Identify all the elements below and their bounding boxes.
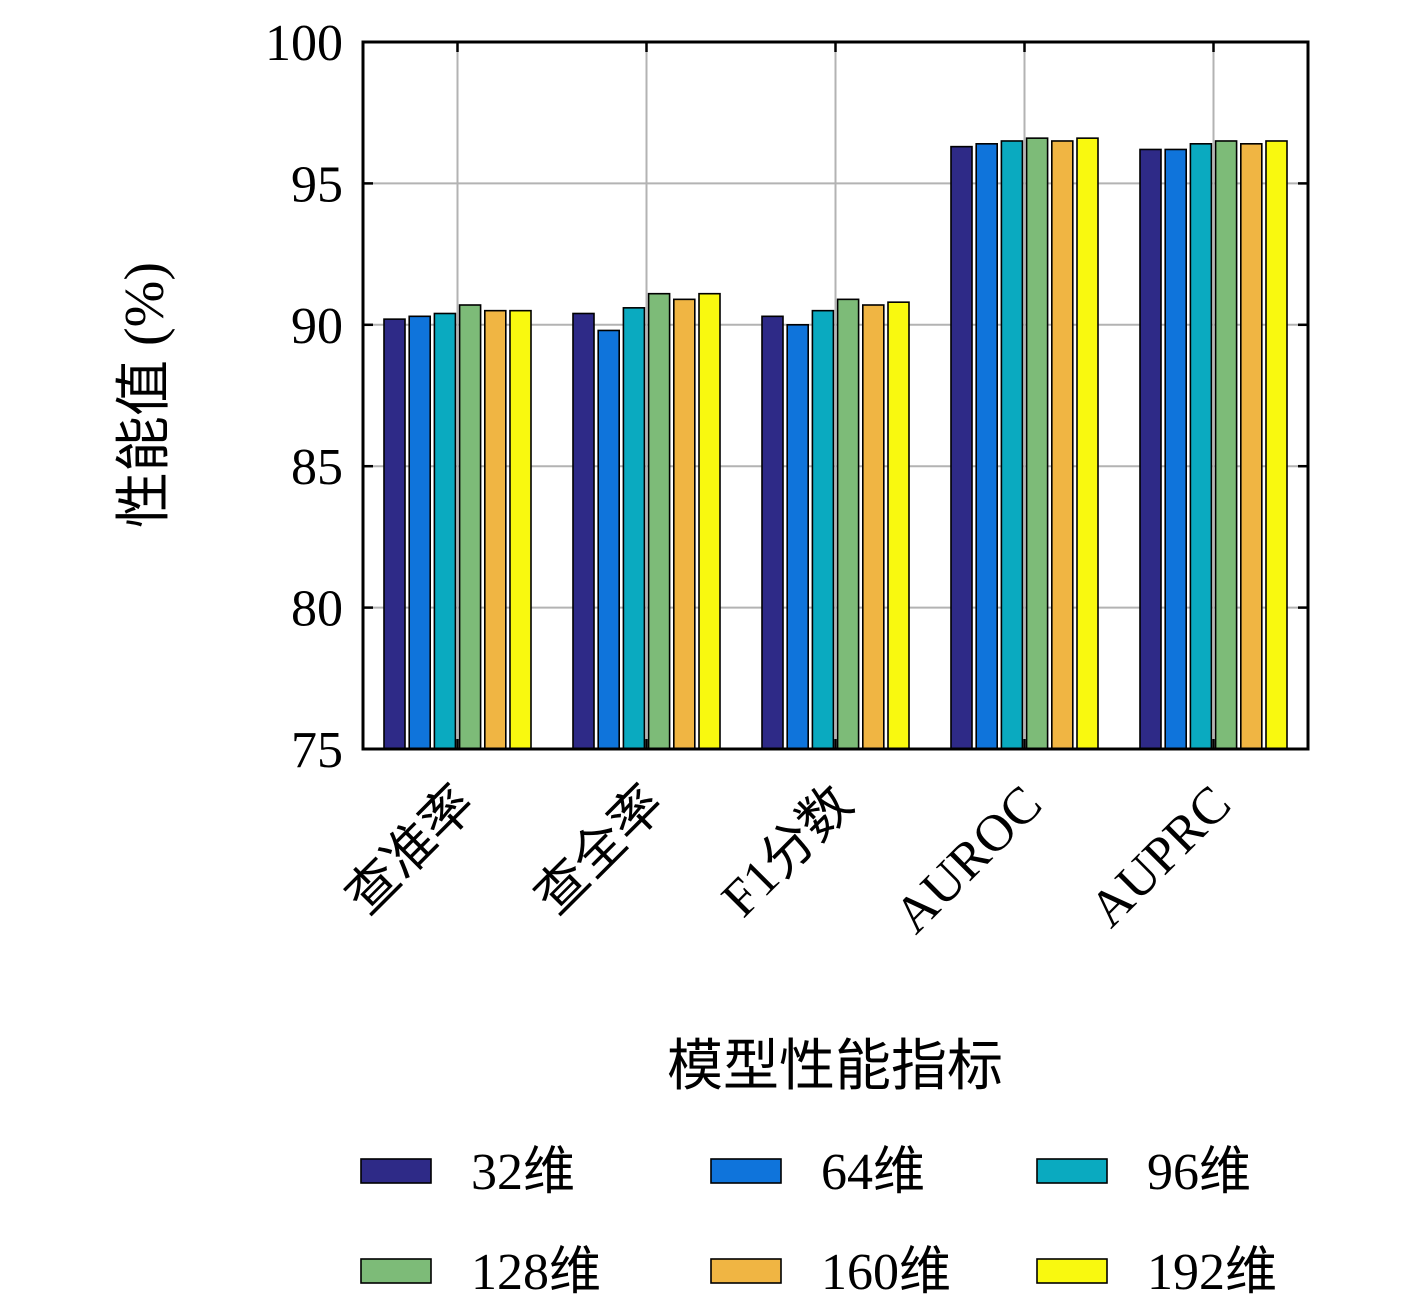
bar <box>836 298 860 750</box>
legend-swatch <box>1036 1158 1108 1184</box>
y-tick-label: 90 <box>291 298 343 355</box>
bar <box>1164 148 1187 750</box>
bar <box>622 307 646 750</box>
bar <box>433 312 457 750</box>
legend-label: 32维 <box>471 1144 575 1201</box>
legend-label: 160维 <box>821 1244 951 1301</box>
legend-label: 192维 <box>1147 1244 1277 1301</box>
legend-swatch <box>710 1158 782 1184</box>
bar <box>647 292 671 750</box>
bar <box>1214 140 1238 750</box>
bar <box>483 309 507 750</box>
legend-label: 128维 <box>471 1244 601 1301</box>
bar <box>672 298 696 750</box>
x-tick-label: 查准率 <box>335 775 486 926</box>
y-tick-label: 85 <box>291 439 343 496</box>
bar <box>1051 140 1074 750</box>
bar <box>1076 137 1099 750</box>
x-tick-label: F1分数 <box>711 775 864 928</box>
bar <box>572 312 595 750</box>
y-tick-label: 75 <box>291 722 343 779</box>
bar <box>1000 140 1024 750</box>
legend-label: 64维 <box>821 1144 925 1201</box>
bar <box>811 309 835 750</box>
x-tick-label: AUPRC <box>1079 775 1242 938</box>
y-tick-label: 100 <box>265 15 343 72</box>
bar <box>975 143 999 750</box>
bar <box>1139 148 1162 750</box>
legend-label: 96维 <box>1147 1144 1251 1201</box>
legend: 32维 64维 96维 128维 160维 192维 <box>360 1144 1277 1301</box>
bar <box>786 323 810 750</box>
bar <box>383 318 406 750</box>
legend-swatch <box>1036 1258 1108 1284</box>
y-tick-label: 95 <box>291 156 343 213</box>
bar <box>1025 137 1049 750</box>
bar <box>887 301 910 750</box>
bar <box>698 292 721 750</box>
bar <box>861 304 885 750</box>
bar <box>597 329 621 750</box>
x-axis-title: 模型性能指标 <box>667 1036 1003 1098</box>
y-axis-title: 性能值 (%) <box>114 262 176 528</box>
legend-swatch <box>710 1258 782 1284</box>
bar <box>509 309 532 750</box>
legend-swatch <box>360 1258 432 1284</box>
x-tick-label: AUROC <box>884 775 1053 944</box>
bar <box>1189 143 1213 750</box>
bar <box>950 145 973 750</box>
bar <box>458 304 482 750</box>
bar <box>1240 143 1263 750</box>
y-tick-label: 80 <box>291 581 343 638</box>
bar <box>1265 140 1288 750</box>
legend-swatch <box>360 1158 432 1184</box>
bar <box>761 315 784 750</box>
bar <box>408 315 432 750</box>
x-tick-label: 查全率 <box>524 775 675 926</box>
